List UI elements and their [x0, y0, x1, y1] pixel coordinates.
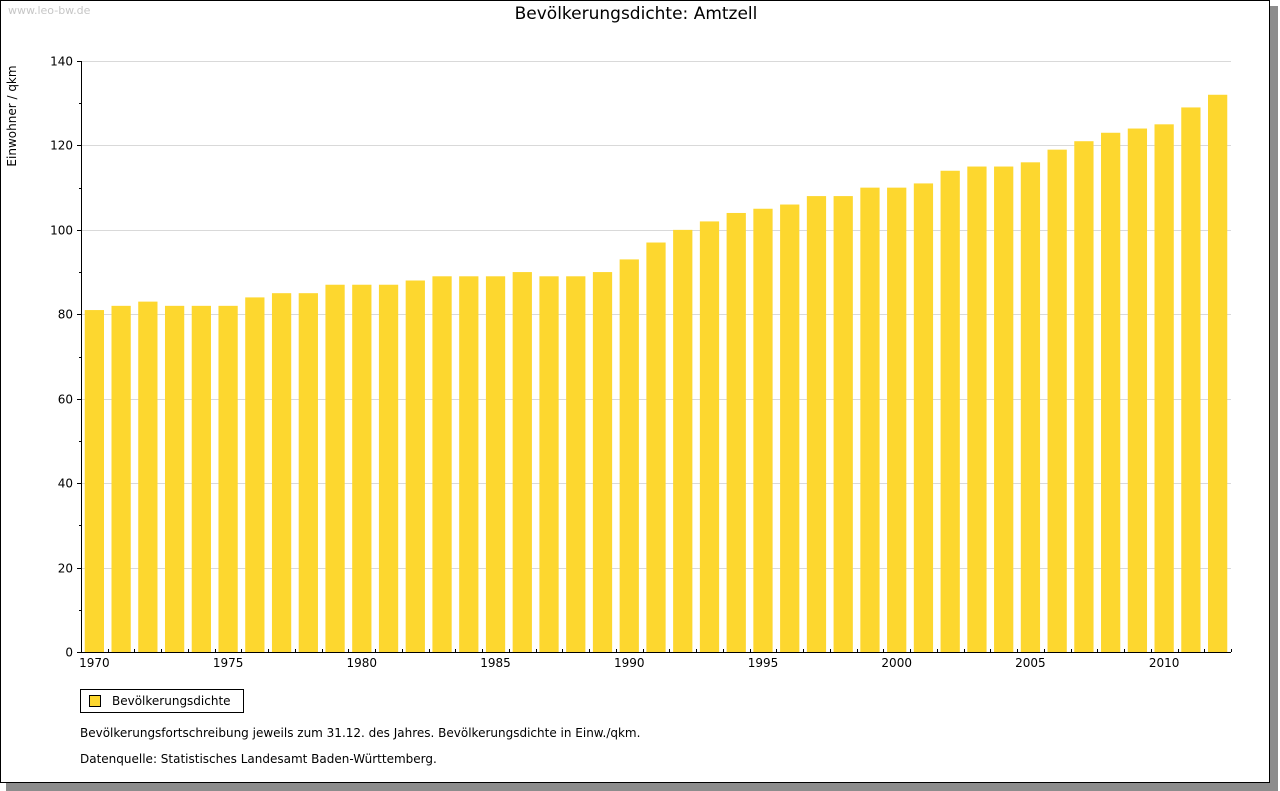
bar-1977 [271, 293, 292, 652]
bar-1978 [298, 293, 318, 652]
y-tick-label-60: 60 [58, 393, 73, 407]
chart-title: Bevölkerungsdichte: Amtzell [514, 4, 758, 24]
y-tick-label-40: 40 [58, 477, 73, 491]
bar-2006 [1047, 149, 1067, 652]
bar-1970 [84, 310, 104, 652]
y-axis-title: Einwohner / qkm [5, 65, 19, 166]
bar-1981 [378, 284, 399, 652]
bar-2007 [1074, 141, 1094, 652]
bar-1980 [352, 284, 372, 652]
frame-shadow-bottom [6, 783, 1278, 791]
watermark: www.leo-bw.de [8, 4, 91, 17]
x-tick-label-1970: 1970 [79, 656, 110, 670]
bar-1976 [245, 297, 265, 652]
bar-2005 [1020, 162, 1041, 652]
bar-1992 [673, 229, 693, 653]
legend-swatch [89, 695, 101, 707]
bar-1984 [459, 276, 479, 652]
x-tick-label-1995: 1995 [748, 656, 779, 670]
footnote-source: Datenquelle: Statistisches Landesamt Bad… [80, 752, 437, 766]
bar-2011 [1181, 107, 1201, 652]
bar-2009 [1127, 128, 1148, 653]
bar-1993 [699, 221, 720, 652]
bar-1990 [619, 259, 639, 652]
bar-1994 [726, 212, 746, 652]
y-tick-label-140: 140 [50, 55, 73, 69]
x-tick-label-2000: 2000 [881, 656, 912, 670]
bar-1974 [191, 305, 211, 652]
bar-2008 [1101, 132, 1121, 652]
bar-1983 [432, 276, 452, 652]
bar-2003 [967, 166, 987, 653]
x-tick-label-1990: 1990 [614, 656, 645, 670]
bar-1985 [485, 276, 506, 652]
bar-1989 [592, 272, 613, 652]
bar-1973 [164, 305, 185, 652]
y-tick-label-20: 20 [58, 562, 73, 576]
bar-1975 [218, 305, 238, 652]
x-tick-label-2005: 2005 [1015, 656, 1046, 670]
bars [84, 94, 1228, 653]
bar-2000 [887, 187, 907, 652]
bar-1972 [138, 301, 158, 652]
bar-1987 [539, 276, 559, 652]
bar-1997 [806, 196, 827, 652]
y-tick-label-120: 120 [50, 139, 73, 153]
bar-1986 [512, 272, 532, 652]
bar-1988 [566, 276, 586, 652]
bar-2004 [994, 166, 1014, 653]
x-tick-label-2010: 2010 [1149, 656, 1180, 670]
footnote-methodology: Bevölkerungsfortschreibung jeweils zum 3… [80, 726, 641, 740]
y-tick-label-80: 80 [58, 308, 73, 322]
y-tick-label-100: 100 [50, 224, 73, 238]
bar-1996 [780, 204, 800, 652]
bar-1999 [860, 187, 880, 652]
legend-label: Bevölkerungsdichte [112, 694, 231, 708]
bar-1998 [833, 196, 853, 652]
y-tick-label-0: 0 [65, 646, 73, 660]
bar-1979 [325, 284, 345, 652]
x-tick-label-1975: 1975 [213, 656, 244, 670]
bar-2002 [940, 170, 960, 652]
x-tick-label-1985: 1985 [480, 656, 511, 670]
frame-shadow-right [1270, 6, 1278, 791]
tick-labels: 0 20 40 60 80 100 120 140 1970 1975 1980 1985 1990 19… [50, 55, 1179, 671]
bar-1971 [111, 305, 131, 652]
bar-1995 [753, 208, 773, 652]
bar-2012 [1208, 94, 1228, 652]
bar-1982 [405, 280, 425, 652]
x-tick-label-1980: 1980 [347, 656, 378, 670]
axes [77, 61, 1232, 653]
bar-1991 [646, 242, 666, 652]
bar-2010 [1154, 124, 1174, 652]
bar-chart: 0 20 40 60 80 100 120 140 1970 1975 1980 1985 1990 19… [5, 55, 1232, 671]
legend: Bevölkerungsdichte [80, 689, 244, 713]
bar-2001 [913, 183, 934, 653]
